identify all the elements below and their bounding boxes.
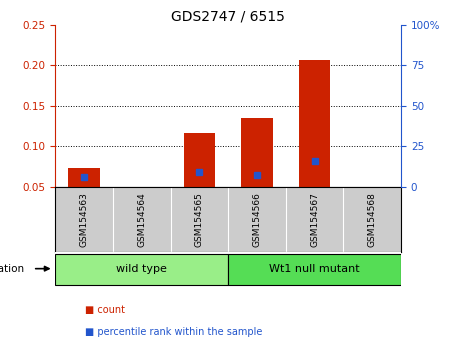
Text: ■ percentile rank within the sample: ■ percentile rank within the sample	[85, 327, 263, 337]
Text: GSM154568: GSM154568	[368, 192, 377, 247]
Text: genotype/variation: genotype/variation	[0, 264, 24, 274]
Text: GSM154563: GSM154563	[80, 192, 89, 247]
Title: GDS2747 / 6515: GDS2747 / 6515	[171, 10, 285, 24]
Bar	[183, 133, 215, 187]
Bar	[55, 255, 228, 285]
Text: GSM154566: GSM154566	[253, 192, 261, 247]
Text: GSM154567: GSM154567	[310, 192, 319, 247]
Text: Wt1 null mutant: Wt1 null mutant	[269, 264, 360, 274]
Text: GSM154564: GSM154564	[137, 192, 146, 247]
Bar	[228, 255, 401, 285]
Text: ■ count: ■ count	[85, 305, 125, 315]
Text: GSM154565: GSM154565	[195, 192, 204, 247]
Bar	[68, 169, 100, 187]
Bar	[299, 60, 331, 187]
Text: wild type: wild type	[116, 264, 167, 274]
Bar	[241, 118, 273, 187]
